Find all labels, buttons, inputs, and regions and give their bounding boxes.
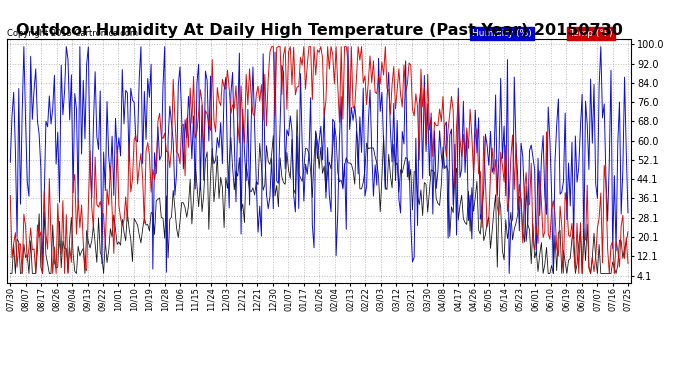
Text: Humidity (%): Humidity (%): [472, 29, 532, 38]
Text: Temp (°F): Temp (°F): [569, 29, 613, 38]
Text: Copyright 2015 Cartronics.com: Copyright 2015 Cartronics.com: [7, 29, 138, 38]
Title: Outdoor Humidity At Daily High Temperature (Past Year) 20150730: Outdoor Humidity At Daily High Temperatu…: [16, 23, 622, 38]
